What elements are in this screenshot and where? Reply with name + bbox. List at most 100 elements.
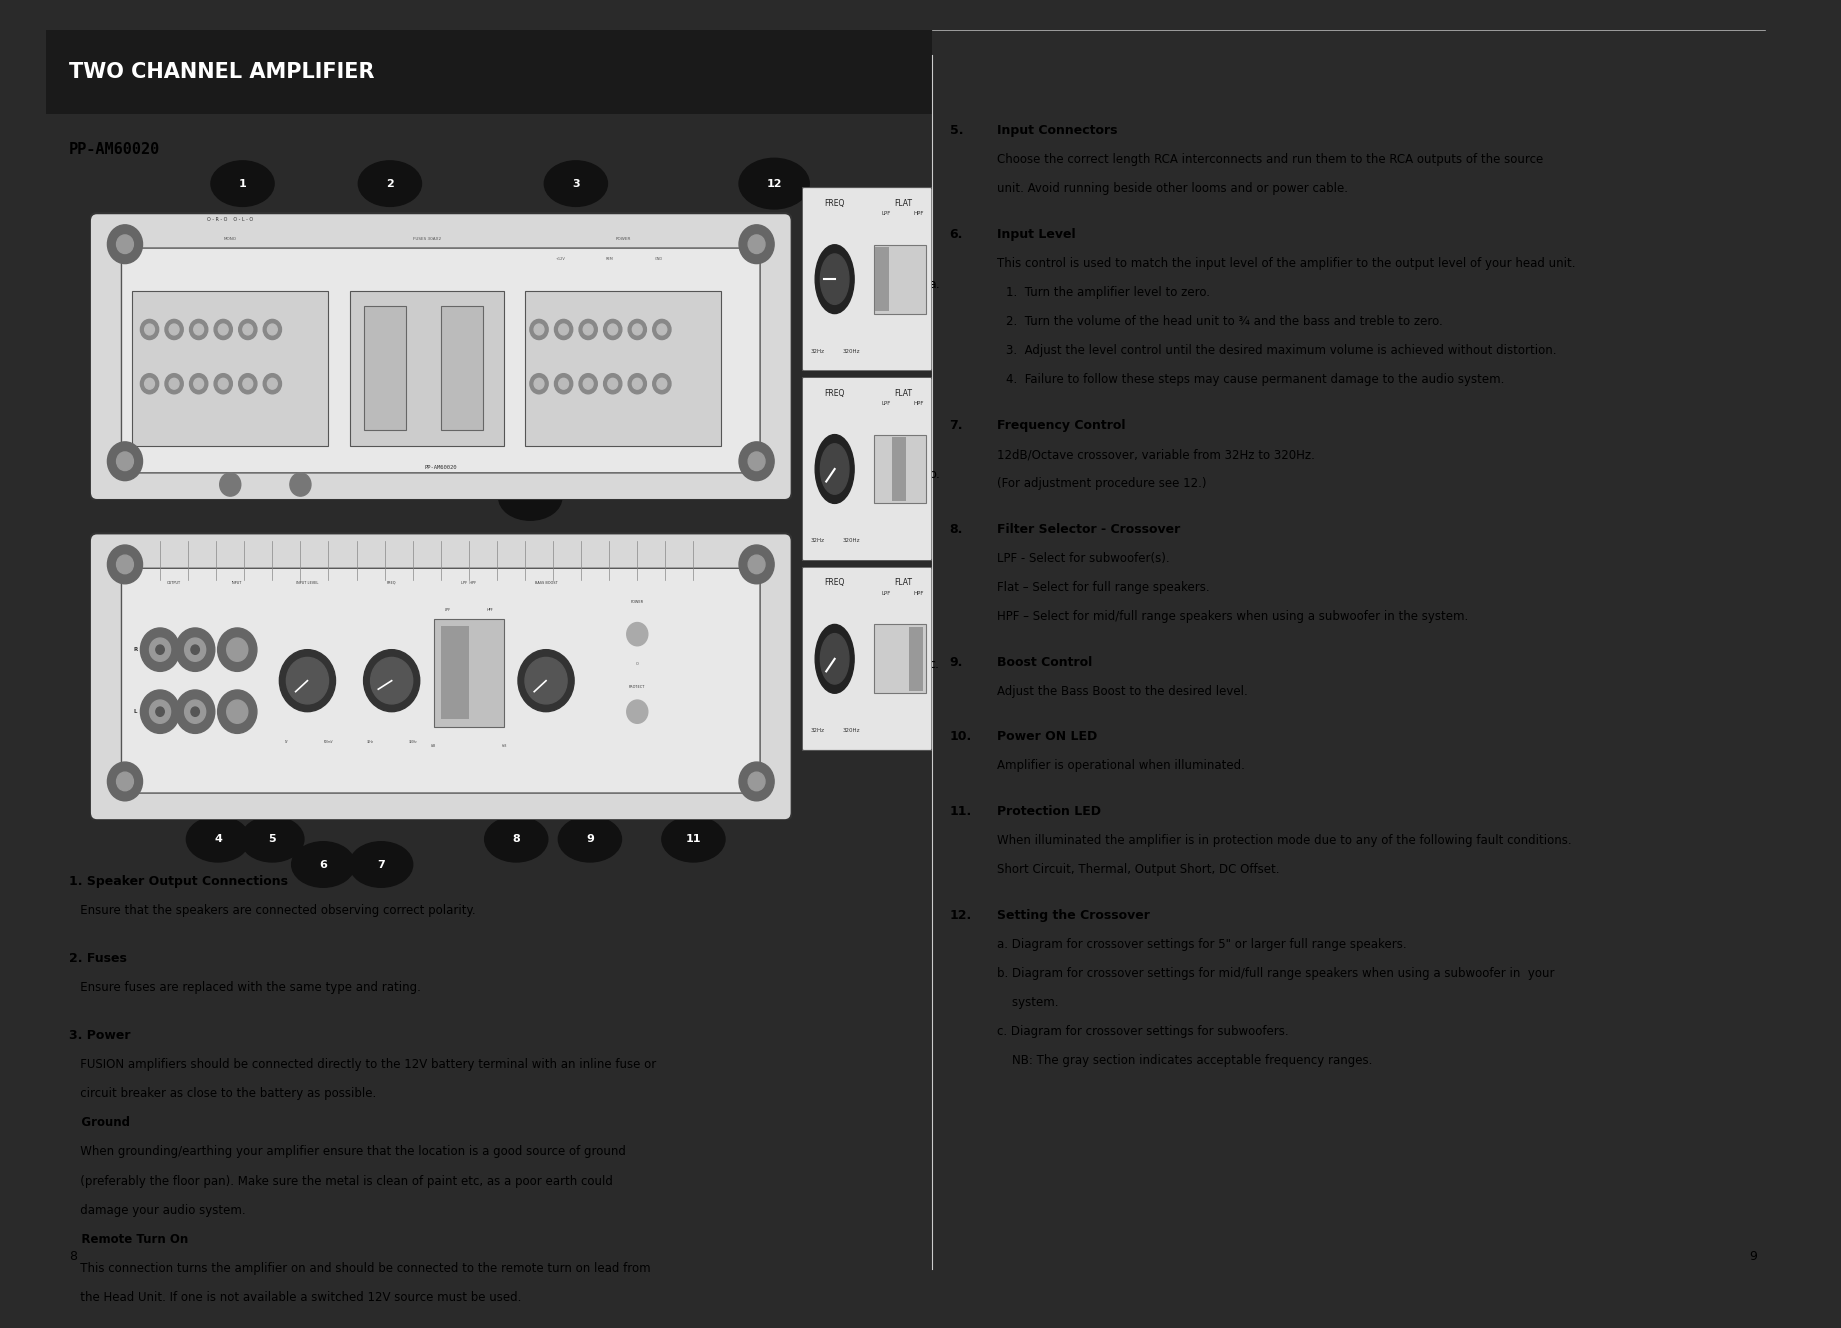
Text: FUSION amplifiers should be connected directly to the 12V battery terminal with : FUSION amplifiers should be connected di… <box>68 1058 655 1072</box>
Circle shape <box>654 373 670 394</box>
Circle shape <box>140 628 180 672</box>
Text: NB: The gray section indicates acceptable frequency ranges.: NB: The gray section indicates acceptabl… <box>998 1054 1372 1068</box>
Bar <box>525 291 722 446</box>
Circle shape <box>267 324 278 335</box>
Text: Input Level: Input Level <box>998 228 1075 240</box>
Text: damage your audio system.: damage your audio system. <box>68 1203 245 1216</box>
FancyBboxPatch shape <box>803 377 932 560</box>
Text: R: R <box>133 647 138 652</box>
Bar <box>434 619 504 728</box>
Text: the Head Unit. If one is not available a switched 12V source must be used.: the Head Unit. If one is not available a… <box>68 1291 521 1304</box>
Text: 32Hz: 32Hz <box>810 538 825 543</box>
Circle shape <box>184 637 206 661</box>
Text: c.: c. <box>928 659 939 671</box>
Circle shape <box>140 691 180 733</box>
Text: 12: 12 <box>766 179 782 189</box>
Text: unit. Avoid running beside other looms and or power cable.: unit. Avoid running beside other looms a… <box>998 182 1348 195</box>
Bar <box>874 624 926 693</box>
Text: L: L <box>134 709 138 714</box>
Text: Short Circuit, Thermal, Output Short, DC Offset.: Short Circuit, Thermal, Output Short, DC… <box>998 863 1279 876</box>
Text: 5.: 5. <box>950 124 963 137</box>
Circle shape <box>140 320 158 340</box>
Circle shape <box>370 657 412 704</box>
Text: 32Hz: 32Hz <box>810 348 825 353</box>
Circle shape <box>530 373 549 394</box>
Circle shape <box>534 324 543 335</box>
Text: Ensure that the speakers are connected observing correct polarity.: Ensure that the speakers are connected o… <box>68 904 475 916</box>
Circle shape <box>226 700 249 724</box>
Bar <box>874 244 926 313</box>
Circle shape <box>217 628 258 672</box>
Text: +12V: +12V <box>556 256 565 260</box>
Circle shape <box>166 320 184 340</box>
FancyBboxPatch shape <box>90 214 792 501</box>
Circle shape <box>657 378 666 389</box>
Circle shape <box>628 373 646 394</box>
Text: O - R - O    O - L - O: O - R - O O - L - O <box>208 216 254 222</box>
Text: 3. Power: 3. Power <box>68 1029 131 1042</box>
Text: 320Hz: 320Hz <box>843 728 860 733</box>
Text: 500mV: 500mV <box>324 740 333 744</box>
Text: 6: 6 <box>318 859 328 870</box>
Circle shape <box>816 244 854 313</box>
FancyBboxPatch shape <box>803 187 932 371</box>
Text: Frequency Control: Frequency Control <box>998 420 1125 432</box>
Circle shape <box>193 324 204 335</box>
Text: 1: 1 <box>239 179 247 189</box>
Circle shape <box>816 624 854 693</box>
Circle shape <box>363 649 420 712</box>
Circle shape <box>631 378 643 389</box>
Circle shape <box>558 378 569 389</box>
Text: 2. Fuses: 2. Fuses <box>68 952 127 965</box>
Text: 5: 5 <box>269 834 276 845</box>
Circle shape <box>280 649 335 712</box>
Circle shape <box>584 324 593 335</box>
Circle shape <box>608 324 617 335</box>
Circle shape <box>116 555 133 574</box>
Circle shape <box>580 373 596 394</box>
Circle shape <box>219 378 228 389</box>
Circle shape <box>145 324 155 335</box>
Text: 0dB: 0dB <box>431 744 436 748</box>
Text: 8: 8 <box>68 1250 77 1263</box>
Circle shape <box>243 378 252 389</box>
Text: 4: 4 <box>214 834 223 845</box>
Text: OUTPUT: OUTPUT <box>168 580 180 584</box>
Text: 8: 8 <box>512 834 521 845</box>
Circle shape <box>267 378 278 389</box>
Text: 320Hz: 320Hz <box>409 740 418 744</box>
Text: HPF: HPF <box>486 608 493 612</box>
Circle shape <box>626 700 648 724</box>
Text: HPF: HPF <box>913 401 924 406</box>
Bar <box>874 247 889 311</box>
Text: INPUT LEVEL: INPUT LEVEL <box>296 580 318 584</box>
Text: This connection turns the amplifier on and should be connected to the remote tur: This connection turns the amplifier on a… <box>68 1262 650 1275</box>
Bar <box>909 627 922 691</box>
Text: HPF – Select for mid/full range speakers when using a subwoofer in the system.: HPF – Select for mid/full range speakers… <box>998 610 1469 623</box>
Circle shape <box>191 645 199 655</box>
Text: b.: b. <box>928 469 941 481</box>
Circle shape <box>558 817 622 862</box>
Text: 1. Speaker Output Connections: 1. Speaker Output Connections <box>68 875 287 887</box>
Circle shape <box>241 817 304 862</box>
Text: 10: 10 <box>523 493 538 502</box>
Text: 9: 9 <box>1749 1250 1756 1263</box>
Circle shape <box>816 434 854 503</box>
Circle shape <box>226 637 249 661</box>
Circle shape <box>219 324 228 335</box>
Text: TWO CHANNEL AMPLIFIER: TWO CHANNEL AMPLIFIER <box>68 62 374 82</box>
Text: When illuminated the amplifier is in protection mode due to any of the following: When illuminated the amplifier is in pro… <box>998 834 1572 847</box>
Circle shape <box>554 373 573 394</box>
Text: 2.  Turn the volume of the head unit to ¾ and the bass and treble to zero.: 2. Turn the volume of the head unit to ¾… <box>1005 315 1443 328</box>
Circle shape <box>156 645 164 655</box>
Text: REM: REM <box>606 256 613 260</box>
Text: Input Connectors: Input Connectors <box>998 124 1117 137</box>
Circle shape <box>359 161 422 206</box>
Circle shape <box>169 324 179 335</box>
Text: c. Diagram for crossover settings for subwoofers.: c. Diagram for crossover settings for su… <box>998 1025 1289 1038</box>
Circle shape <box>738 762 773 801</box>
Circle shape <box>291 842 355 887</box>
Circle shape <box>214 320 232 340</box>
Text: 11.: 11. <box>950 805 972 818</box>
Circle shape <box>657 324 666 335</box>
